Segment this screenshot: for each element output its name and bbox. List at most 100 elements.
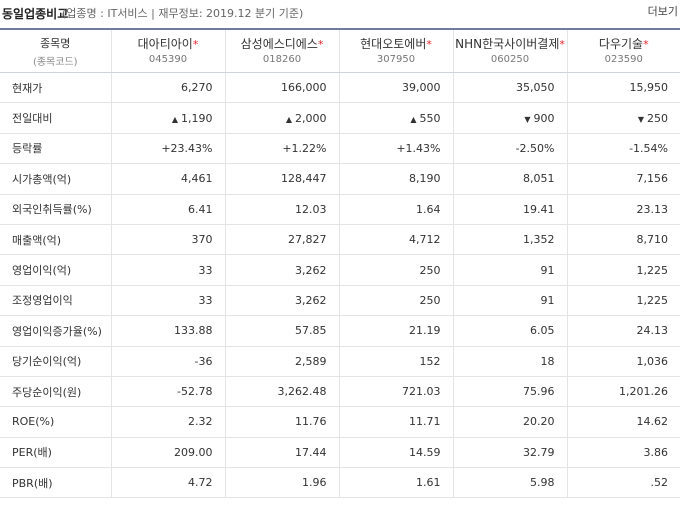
row-label: ROE(%) xyxy=(0,406,111,438)
company-name[interactable]: 삼성에스디에스 xyxy=(240,37,318,51)
section-meta: (업종명 : IT서비스 | 재무정보: 2019.12 분기 기준) xyxy=(62,7,304,20)
value-cell: 11.76 xyxy=(224,406,339,438)
company-name-link[interactable]: NHN한국사이버결제* xyxy=(454,37,567,52)
value-cell: 35,050 xyxy=(452,72,567,104)
company-name-link[interactable]: 현대오토에버* xyxy=(340,37,453,52)
value-cell: 12.03 xyxy=(224,194,339,225)
row-label: 외국인취득률(%) xyxy=(0,194,111,225)
company-code: 018260 xyxy=(262,54,302,65)
star-icon: * xyxy=(317,38,324,51)
value-cell: 2.32 xyxy=(110,406,225,438)
company-name-link[interactable]: 삼성에스디에스* xyxy=(226,37,339,52)
value-cell: 166,000 xyxy=(224,72,339,104)
company-name-link[interactable]: 다우기술* xyxy=(568,37,681,52)
value-cell: 128,447 xyxy=(224,163,339,195)
cell-value: 17.44 xyxy=(295,445,327,459)
company-name[interactable]: 현대오토에버 xyxy=(360,37,427,51)
cell-value: 32.79 xyxy=(523,445,555,459)
cell-value: 6,270 xyxy=(181,81,213,95)
corner-header: 종목명 (종목코드) xyxy=(0,29,111,73)
table-row: 외국인취득률(%) 6.41 12.03 1.64 19.41 23.13 xyxy=(0,194,680,225)
value-cell: 33 xyxy=(110,285,225,317)
company-header: 현대오토에버* 307950 xyxy=(338,29,453,73)
cell-value: 4,712 xyxy=(409,233,441,247)
company-name[interactable]: NHN한국사이버결제 xyxy=(455,37,560,51)
cell-value: 15,950 xyxy=(629,81,669,95)
cell-value: 3,262 xyxy=(295,293,327,307)
cell-value: 2,589 xyxy=(295,354,327,368)
cell-value: 14.59 xyxy=(409,445,441,459)
value-cell: 721.03 xyxy=(338,376,453,408)
cell-value: 550 xyxy=(419,111,441,125)
company-header: 삼성에스디에스* 018260 xyxy=(224,29,339,73)
table-row: 전일대비 ▲ 1,190 ▲ 2,000 ▲ 550 ▼ 900 ▼ 250 xyxy=(0,102,680,134)
cell-value: 18 xyxy=(540,354,555,368)
row-label: 영업이익증가율(%) xyxy=(0,315,111,347)
value-cell: 250 xyxy=(338,285,453,317)
cell-value: 91 xyxy=(540,263,555,277)
value-cell: ▼ 900 xyxy=(452,102,567,134)
value-cell: 4,712 xyxy=(338,224,453,256)
table-row: 주당순이익(원) -52.78 3,262.48 721.03 75.96 1,201.2… xyxy=(0,376,680,408)
value-cell: 91 xyxy=(452,285,567,317)
value-cell: 1.96 xyxy=(224,467,339,499)
row-label: 영업이익(억) xyxy=(0,254,111,286)
peer-comparison-table: 종목명 (종목코드) 대아티아이* 045390 삼성에스디에스* 018260 현대오… xyxy=(0,28,681,499)
value-cell: 15,950 xyxy=(566,72,680,104)
cell-value: 3,262.48 xyxy=(277,385,327,399)
cell-value: 1,352 xyxy=(523,233,555,247)
cell-value: 152 xyxy=(419,354,441,368)
row-label: 등락률 xyxy=(0,133,111,165)
value-cell: 14.62 xyxy=(566,406,680,438)
cell-value: 5.98 xyxy=(530,476,555,490)
table-row: 등락률 +23.43% +1.22% +1.43% -2.50% -1.54% xyxy=(0,133,680,165)
value-cell: 23.13 xyxy=(566,194,680,225)
table-row: PER(배) 209.00 17.44 14.59 32.79 3.86 xyxy=(0,437,680,469)
cell-value: 24.13 xyxy=(636,324,669,338)
cell-value: +23.43% xyxy=(161,141,213,155)
cell-value: 27,827 xyxy=(288,233,327,247)
row-label: 현재가 xyxy=(0,72,111,104)
cell-value: 33 xyxy=(198,263,213,277)
value-cell: +1.22% xyxy=(224,133,339,165)
value-cell: 1,036 xyxy=(566,346,680,377)
value-cell: -2.50% xyxy=(452,133,567,165)
cell-value: 133.88 xyxy=(174,324,213,338)
row-label: 주당순이익(원) xyxy=(0,376,111,408)
cell-value: .52 xyxy=(650,476,669,490)
value-cell: 17.44 xyxy=(224,437,339,469)
value-cell: 3,262 xyxy=(224,285,339,317)
row-label: PER(배) xyxy=(0,437,111,469)
triangle-up-icon: ▲ xyxy=(285,114,292,124)
cell-value: -52.78 xyxy=(177,385,213,399)
table-row: 매출액(억) 370 27,827 4,712 1,352 8,710 xyxy=(0,224,680,256)
company-name-link[interactable]: 대아티아이* xyxy=(112,37,225,52)
value-cell: +1.43% xyxy=(338,133,453,165)
value-cell: 6,270 xyxy=(110,72,225,104)
cell-value: 8,051 xyxy=(523,172,555,186)
value-cell: 1.64 xyxy=(338,194,453,225)
company-code: 307950 xyxy=(376,54,416,65)
value-cell: 20.20 xyxy=(452,406,567,438)
value-cell: -52.78 xyxy=(110,376,225,408)
cell-value: 128,447 xyxy=(281,172,327,186)
more-link[interactable]: 더보기 xyxy=(647,5,678,18)
value-cell: 6.05 xyxy=(452,315,567,347)
table-row: 현재가 6,270 166,000 39,000 35,050 15,950 xyxy=(0,72,680,104)
cell-value: 11.71 xyxy=(409,415,441,429)
corner-label: 종목명 xyxy=(40,36,71,50)
value-cell: 1,201.26 xyxy=(566,376,680,408)
company-name[interactable]: 다우기술 xyxy=(598,37,644,51)
cell-value: 35,050 xyxy=(516,81,555,95)
value-cell: 24.13 xyxy=(566,315,680,347)
cell-value: 39,000 xyxy=(402,81,441,95)
cell-value: 14.62 xyxy=(636,415,669,429)
cell-value: 21.19 xyxy=(409,324,441,338)
value-cell: 57.85 xyxy=(224,315,339,347)
value-cell: 21.19 xyxy=(338,315,453,347)
star-icon: * xyxy=(643,38,649,51)
triangle-up-icon: ▲ xyxy=(171,114,178,124)
company-name[interactable]: 대아티아이 xyxy=(137,37,193,51)
cell-value: 250 xyxy=(419,293,441,307)
cell-value: 6.41 xyxy=(188,202,213,216)
